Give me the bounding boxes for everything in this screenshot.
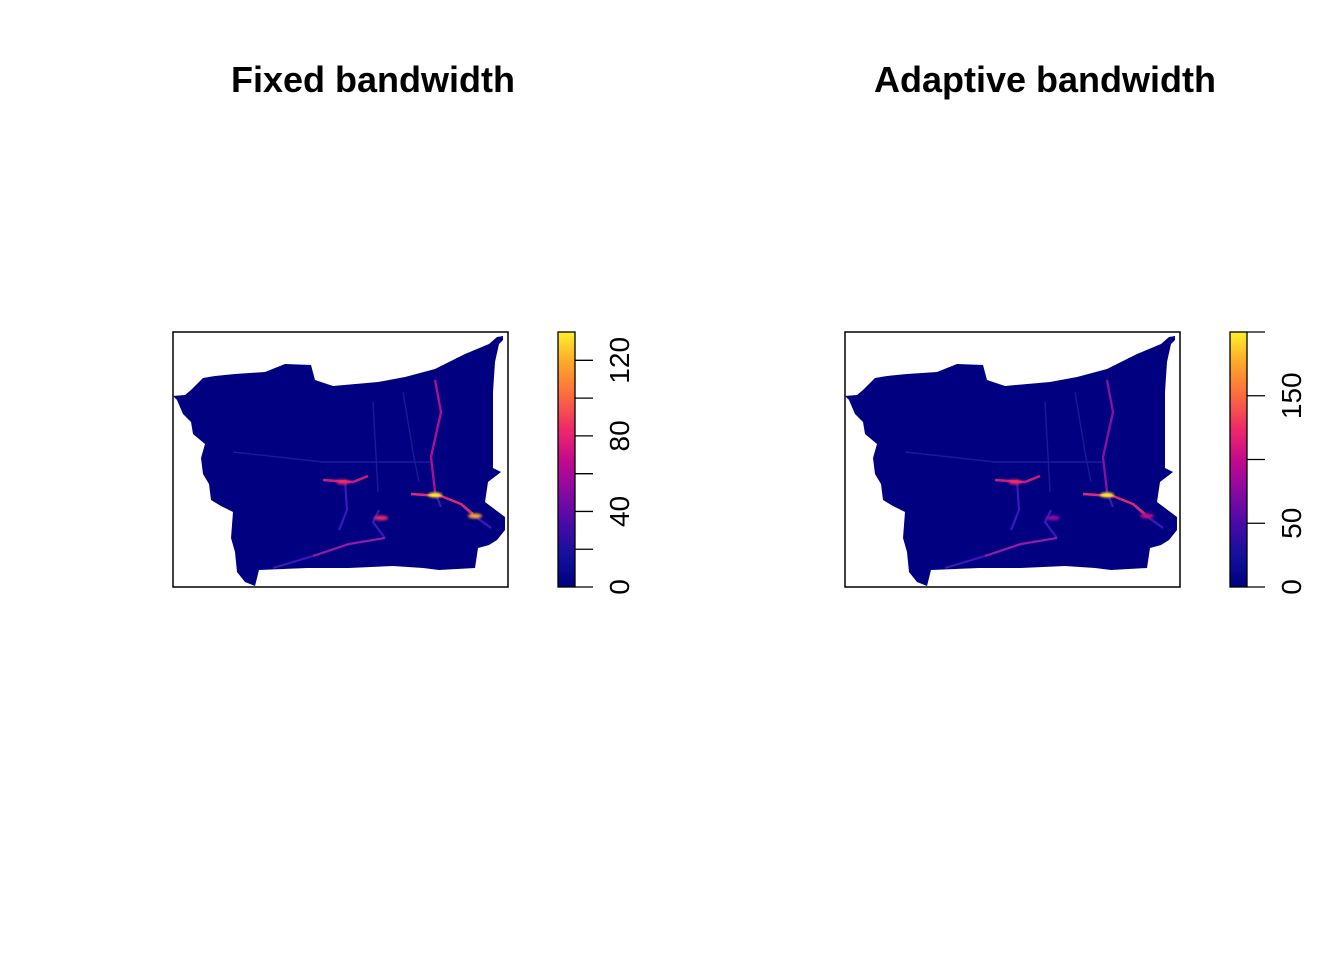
road-high-density (312, 537, 386, 557)
road-network-line (232, 451, 433, 463)
road-high-density (410, 492, 474, 515)
colorbar-gradient (1229, 331, 1248, 588)
colorbar-tick-label: 80 (604, 420, 635, 451)
road-network-line (371, 509, 386, 539)
hotspot (336, 479, 350, 485)
road-network-line (1043, 509, 1058, 539)
road-network-line (1009, 479, 1021, 531)
road-high-density (429, 379, 443, 493)
road-network-line (372, 401, 379, 493)
map-area (844, 331, 1181, 588)
study-area (173, 336, 505, 586)
hotspot (428, 492, 442, 498)
panel-title: Adaptive bandwidth (874, 59, 1216, 100)
road-network-line (402, 391, 420, 483)
road-high-density (1101, 379, 1115, 493)
colorbar: 0 40 80 120 (557, 331, 635, 595)
map-area (172, 331, 509, 588)
panel-adaptive-bandwidth: Adaptive bandwidth 0 50 150 (844, 59, 1307, 595)
road-high-density (1082, 492, 1146, 515)
density-map (173, 336, 505, 586)
road-network-line (904, 451, 1105, 463)
hotspot (1140, 513, 1154, 519)
colorbar-tick-label: 0 (1276, 579, 1307, 595)
hotspot (1100, 492, 1114, 498)
road-high-density (984, 537, 1058, 557)
hotspot (374, 515, 388, 521)
road-network-line (1074, 391, 1092, 483)
road-network-line (1044, 401, 1051, 493)
colorbar-tick-label: 0 (604, 579, 635, 595)
road-network-line (337, 479, 349, 531)
colorbar-tick-label: 50 (1276, 508, 1307, 539)
hotspot (1046, 515, 1060, 521)
colorbar: 0 50 150 (1229, 331, 1307, 595)
panel-title: Fixed bandwidth (231, 59, 515, 100)
panel-fixed-bandwidth: Fixed bandwidth 0 40 80 120 (172, 59, 635, 595)
colorbar-tick-label: 120 (604, 337, 635, 384)
road-high-density (994, 474, 1041, 484)
road-high-density (322, 474, 369, 484)
colorbar-tick-label: 40 (604, 496, 635, 527)
hotspot (1008, 479, 1022, 485)
colorbar-tick-label: 150 (1276, 372, 1307, 419)
colorbar-gradient (557, 331, 576, 588)
density-map (845, 336, 1177, 586)
study-area (845, 336, 1177, 586)
hotspot (468, 513, 482, 519)
